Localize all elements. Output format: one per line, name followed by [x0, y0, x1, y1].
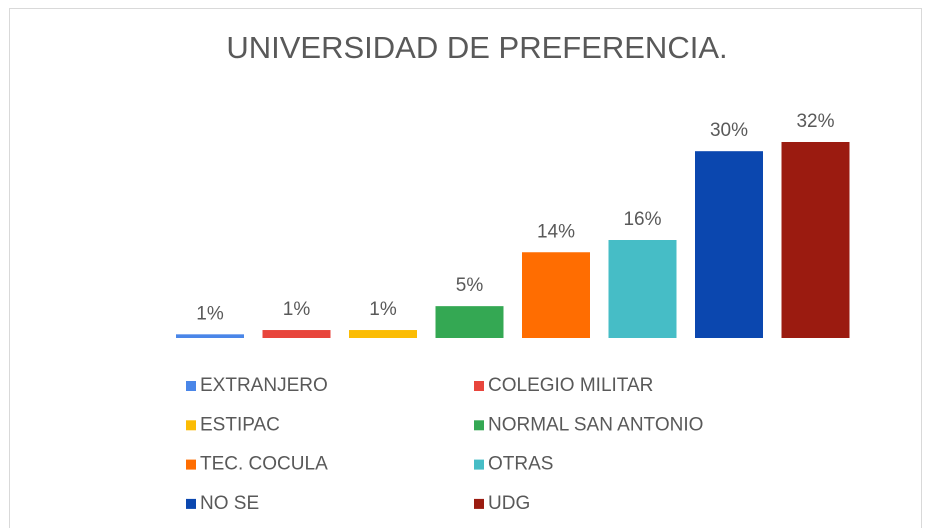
data-label: 30%	[710, 120, 748, 141]
legend-label: OTRAS	[488, 454, 553, 475]
bar	[608, 240, 677, 338]
bar	[435, 306, 504, 338]
legend-swatch	[186, 459, 196, 470]
data-label: 1%	[369, 299, 397, 320]
legend-swatch	[186, 420, 196, 431]
legend-swatch	[186, 498, 196, 509]
chart-frame	[9, 8, 922, 528]
data-label: 1%	[283, 299, 311, 320]
legend-swatch	[186, 381, 196, 391]
legend-swatch	[474, 459, 484, 470]
data-label: 5%	[456, 275, 484, 296]
legend-label: TEC. COCULA	[200, 454, 328, 475]
data-label: 16%	[623, 209, 661, 230]
bar	[695, 151, 763, 338]
legend-label: COLEGIO MILITAR	[488, 375, 653, 396]
legend-swatch	[474, 420, 484, 431]
legend-swatch	[474, 381, 484, 391]
legend-label: UDG	[488, 493, 530, 514]
legend-label: NO SE	[200, 493, 259, 514]
bar	[176, 334, 244, 338]
bar	[781, 142, 850, 338]
legend-swatch	[474, 498, 484, 509]
bar	[262, 330, 331, 338]
data-label: 14%	[537, 221, 575, 242]
legend-label: ESTIPAC	[200, 414, 280, 435]
chart-title: UNIVERSIDAD DE PREFERENCIA.	[226, 30, 727, 65]
legend-label: EXTRANJERO	[200, 375, 328, 396]
bar	[349, 330, 417, 338]
bar	[522, 252, 590, 338]
data-label: 1%	[196, 303, 224, 324]
data-label: 32%	[796, 111, 834, 132]
legend-label: NORMAL SAN ANTONIO	[488, 414, 703, 435]
